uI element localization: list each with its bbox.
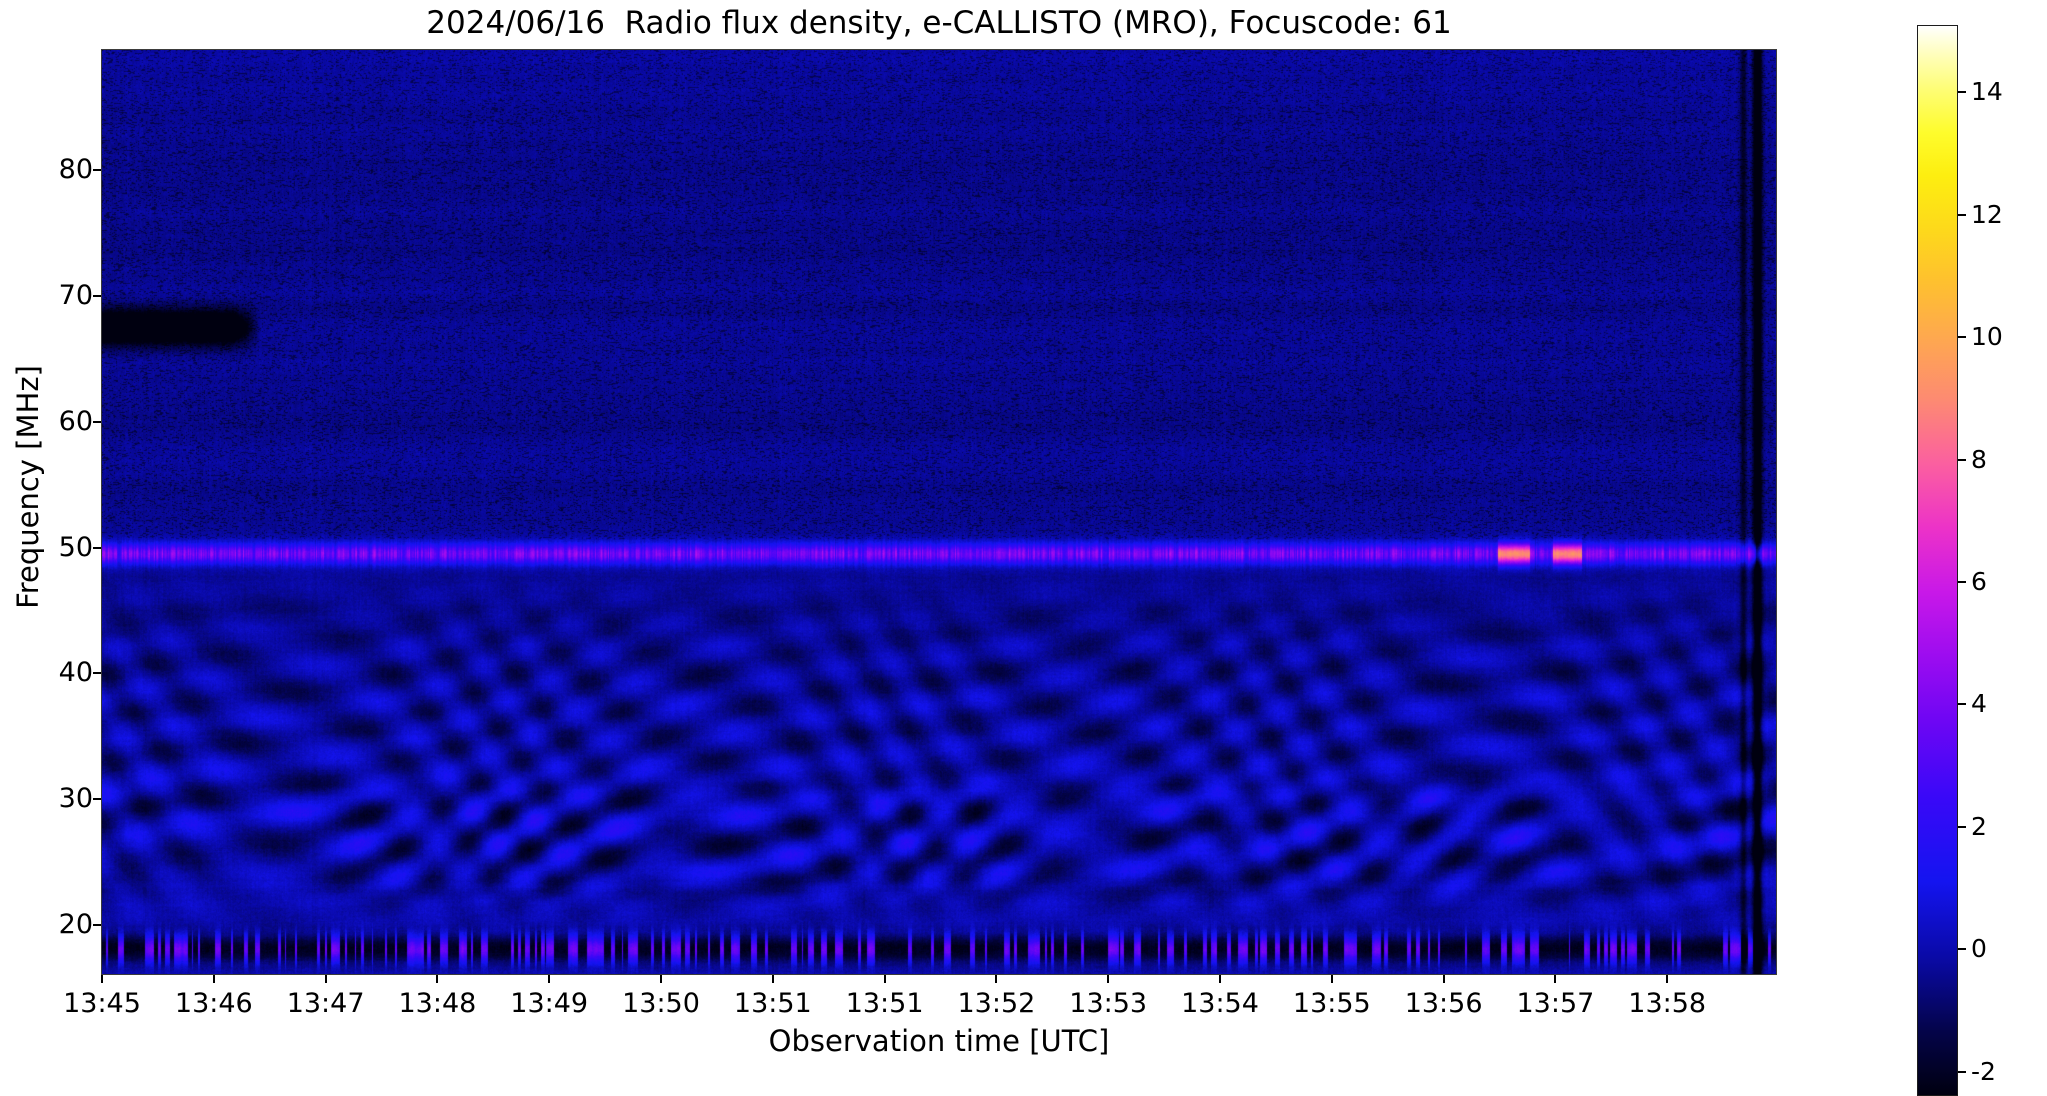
y-tick-label: 50 (58, 531, 93, 563)
colorbar-tick-label: 8 (1971, 444, 1987, 474)
spectrogram-image[interactable] (102, 50, 1776, 974)
x-tick-mark (1107, 975, 1110, 983)
x-tick-label: 13:51 (733, 988, 812, 1019)
y-tick-label: 70 (58, 279, 93, 311)
y-tick-mark (93, 546, 101, 549)
y-tick-mark (93, 924, 101, 926)
colorbar-tick-label: 10 (1971, 322, 2003, 352)
colorbar-tick-mark (1958, 580, 1966, 583)
x-tick-label: 13:53 (1069, 988, 1148, 1019)
colorbar-tick-mark (1958, 213, 1966, 216)
colorbar-tick-mark (1958, 825, 1966, 828)
colorbar-tick-mark (1958, 336, 1966, 339)
x-tick-mark (660, 975, 662, 983)
colorbar-tick-label: 14 (1971, 77, 2003, 107)
colorbar-tick-mark (1958, 458, 1966, 461)
y-axis-label: Frequency [MHz] (11, 365, 45, 609)
x-tick-label: 13:51 (845, 988, 924, 1019)
y-tick-label: 40 (58, 657, 93, 689)
colorbar-tick-label: 4 (1971, 689, 1987, 719)
y-tick-mark (93, 420, 101, 423)
y-tick-label: 80 (58, 154, 93, 185)
x-tick-label: 13:56 (1404, 988, 1483, 1019)
page-title: 2024/06/16 Radio flux density, e-CALLIST… (426, 5, 1452, 41)
y-tick-mark (93, 798, 101, 801)
x-tick-label: 13:57 (1516, 988, 1595, 1019)
x-tick-label: 13:46 (174, 988, 253, 1019)
colorbar-tick-mark (1958, 1070, 1966, 1073)
y-tick-mark (93, 294, 101, 297)
y-tick-label: 60 (58, 405, 93, 437)
spectrogram-axes[interactable] (101, 49, 1777, 975)
x-tick-label: 13:50 (622, 988, 700, 1019)
x-tick-mark (771, 975, 774, 983)
x-axis-label: Observation time [UTC] (768, 1024, 1110, 1058)
y-tick-mark (93, 672, 101, 675)
x-tick-mark (1666, 975, 1669, 983)
x-tick-label: 13:47 (286, 988, 365, 1019)
colorbar-tick-mark (1958, 948, 1966, 951)
x-tick-label: 13:54 (1181, 988, 1259, 1019)
y-tick-label: 20 (58, 909, 93, 940)
colorbar-gradient[interactable] (1917, 25, 1958, 1096)
x-tick-mark (883, 975, 886, 983)
x-tick-label: 13:58 (1628, 988, 1707, 1019)
x-tick-label: 13:55 (1292, 988, 1371, 1019)
x-tick-label: 13:48 (398, 988, 477, 1019)
x-tick-mark (101, 975, 103, 983)
x-tick-mark (212, 975, 215, 983)
colorbar-tick-label: 12 (1971, 199, 2003, 229)
colorbar[interactable]: -2 0 2 4 6 8 10 12 14 (1917, 25, 2003, 1096)
x-tick-mark (324, 975, 327, 983)
x-tick-mark (995, 975, 998, 983)
x-tick-label: 13:45 (63, 988, 141, 1019)
x-tick-mark (1330, 975, 1333, 983)
x-tick-mark (548, 975, 551, 983)
x-tick-mark (1554, 975, 1557, 983)
colorbar-tick-mark (1958, 91, 1966, 94)
x-tick-label: 13:52 (957, 988, 1036, 1019)
y-tick-label: 30 (58, 783, 93, 815)
x-tick-mark (1442, 975, 1445, 983)
y-tick-mark (93, 169, 101, 171)
colorbar-tick-label: 0 (1971, 934, 1987, 964)
colorbar-tick-label: 2 (1971, 811, 1987, 841)
x-tick-label: 13:49 (510, 988, 589, 1019)
spectrogram-figure: 2024/06/16 Radio flux density, e-CALLIST… (11, 5, 2003, 1096)
colorbar-tick-mark (1958, 703, 1966, 706)
x-tick-mark (1219, 975, 1221, 983)
x-tick-mark (436, 975, 439, 983)
colorbar-tick-label: 6 (1971, 566, 1987, 596)
colorbar-tick-label: -2 (1971, 1056, 1996, 1086)
